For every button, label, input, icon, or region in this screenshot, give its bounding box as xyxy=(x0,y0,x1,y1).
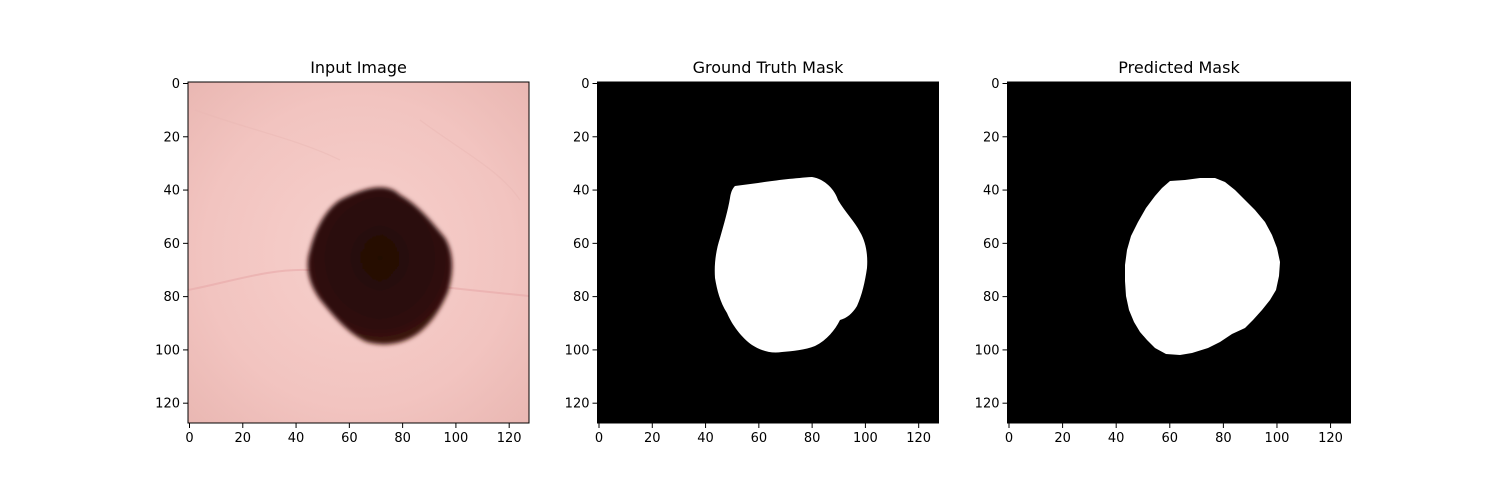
mask-region xyxy=(1125,178,1280,355)
panel-input-image: Input Image 0 20 40 60 80 100 120 0 20 40 60 80 100… xyxy=(155,58,530,446)
y-tick-label: 40 xyxy=(163,184,180,199)
x-tick-label: 80 xyxy=(394,431,411,446)
y-tick-label: 20 xyxy=(163,130,180,145)
panel-title: Ground Truth Mask xyxy=(693,58,845,77)
y-tick-label: 60 xyxy=(983,237,1000,252)
x-tick-label: 0 xyxy=(185,431,193,446)
x-tick-label: 100 xyxy=(443,431,468,446)
y-tick-label: 80 xyxy=(983,290,1000,305)
y-tick-label: 40 xyxy=(983,184,1000,199)
x-tick-label: 60 xyxy=(751,431,768,446)
x-tick-label: 80 xyxy=(1215,431,1232,446)
x-tick-label: 0 xyxy=(1005,431,1013,446)
y-tick-label: 80 xyxy=(163,290,180,305)
panel-title: Predicted Mask xyxy=(1118,58,1240,77)
x-tick-label: 120 xyxy=(497,431,522,446)
x-tick-label: 40 xyxy=(697,431,714,446)
y-tick-label: 120 xyxy=(975,397,1000,412)
y-tick-label: 100 xyxy=(155,343,180,358)
x-tick-label: 20 xyxy=(1054,431,1071,446)
x-tick-label: 120 xyxy=(1318,431,1343,446)
y-tick-label: 0 xyxy=(172,77,180,92)
x-tick-label: 100 xyxy=(1265,431,1290,446)
x-tick-label: 80 xyxy=(804,431,821,446)
x-tick-label: 60 xyxy=(341,431,358,446)
y-tick-label: 100 xyxy=(975,343,1000,358)
y-tick-label: 60 xyxy=(163,237,180,252)
y-tick-label: 0 xyxy=(581,77,589,92)
panel-ground-truth-mask: Ground Truth Mask 0 20 40 60 80 100 120 0 20 40 6… xyxy=(565,58,939,446)
y-tick-label: 20 xyxy=(573,130,590,145)
x-tick-label: 20 xyxy=(644,431,661,446)
x-tick-label: 120 xyxy=(906,431,931,446)
y-tick-label: 20 xyxy=(983,130,1000,145)
y-tick-label: 60 xyxy=(573,237,590,252)
y-tick-label: 120 xyxy=(155,397,180,412)
mask-region xyxy=(714,177,868,353)
x-tick-label: 20 xyxy=(235,431,252,446)
y-tick-label: 120 xyxy=(565,397,590,412)
input-image xyxy=(188,82,529,423)
y-tick-label: 100 xyxy=(565,343,590,358)
x-tick-label: 60 xyxy=(1162,431,1179,446)
x-tick-label: 100 xyxy=(853,431,878,446)
y-tick-label: 40 xyxy=(573,184,590,199)
y-tick-label: 0 xyxy=(991,77,999,92)
panel-predicted-mask: Predicted Mask 0 20 40 60 80 100 120 0 20 40 60 80… xyxy=(975,58,1351,446)
x-tick-label: 0 xyxy=(595,431,603,446)
x-tick-label: 40 xyxy=(1108,431,1125,446)
x-tick-label: 40 xyxy=(288,431,305,446)
panel-title: Input Image xyxy=(310,58,407,77)
y-tick-label: 80 xyxy=(573,290,590,305)
